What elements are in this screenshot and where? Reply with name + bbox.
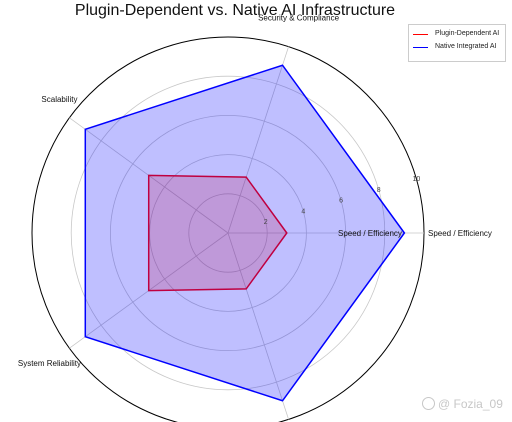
radial-tick-label: 8	[377, 187, 381, 194]
legend-swatch-plugin	[413, 34, 428, 35]
axis-label: System Reliability	[18, 359, 81, 368]
watermark-logo-icon	[422, 397, 435, 410]
series-area-native	[84, 64, 406, 402]
grid-layer	[31, 36, 425, 422]
legend-swatch-native	[413, 47, 428, 48]
radial-tick-label: 6	[339, 198, 343, 205]
legend: Plugin-Dependent AI Native Integrated AI	[408, 24, 506, 62]
watermark: @ Fozia_09	[422, 397, 503, 411]
axis-label: Speed / Efficiency	[338, 229, 402, 238]
radial-tick-label: 4	[301, 208, 305, 215]
axis-label: Security & Compliance	[258, 14, 339, 23]
axis-label: Scalability	[41, 95, 77, 104]
axis-label-duplicate: Speed / Efficiency	[428, 229, 492, 238]
series-area-plugin	[147, 174, 288, 292]
chart-title: Plugin-Dependent vs. Native AI Infrastru…	[74, 2, 396, 19]
label-layer: 2 4 6 8 10 Speed / Efficiency Speed / Efficien…	[18, 14, 492, 369]
legend-label-native: Native Integrated AI	[435, 43, 497, 50]
grid-spoke	[227, 46, 289, 234]
watermark-text: @ Fozia_09	[438, 397, 503, 411]
radial-tick-label: 10	[413, 176, 421, 183]
legend-label-plugin: Plugin-Dependent AI	[435, 30, 500, 37]
radial-tick-label: 2	[264, 219, 268, 226]
series-layer	[84, 64, 406, 402]
grid-spoke	[227, 232, 289, 420]
